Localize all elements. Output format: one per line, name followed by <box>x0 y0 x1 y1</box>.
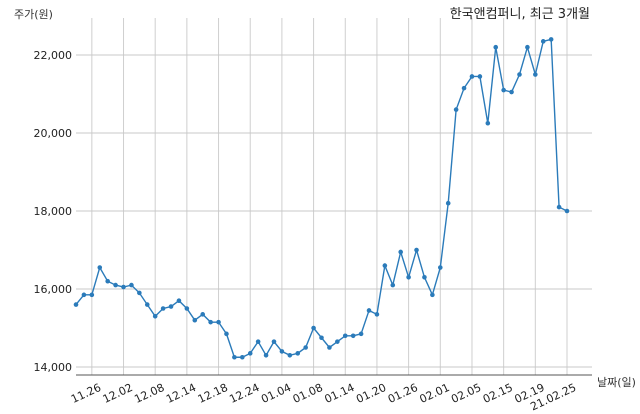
horizontal-gridlines <box>76 54 592 368</box>
data-point <box>287 353 293 358</box>
data-point <box>303 345 308 350</box>
data-point <box>184 306 190 311</box>
x-tick-label: 01.08 <box>291 381 325 406</box>
data-point <box>485 120 491 126</box>
series-line <box>75 38 568 358</box>
x-tick-label: 02.15 <box>481 381 515 406</box>
data-point <box>548 37 554 42</box>
data-point <box>437 265 443 270</box>
data-point <box>168 304 174 309</box>
y-tick-labels: 14,000 16,000 18,000 20,000 22,000 <box>34 49 73 374</box>
data-point <box>453 107 459 112</box>
y-axis-title: 주가(원) <box>14 8 53 21</box>
x-tick-label: 01.14 <box>322 381 356 406</box>
data-point <box>533 72 538 77</box>
data-point <box>208 319 213 325</box>
data-point <box>89 292 95 298</box>
data-point <box>144 302 150 307</box>
x-tick-label: 02.05 <box>449 381 483 406</box>
data-point <box>160 306 166 311</box>
data-point <box>73 302 79 307</box>
data-point <box>398 249 403 255</box>
x-tick-label: 12.14 <box>164 381 198 406</box>
data-point <box>295 351 301 356</box>
chart-title: 한국앤컴퍼니, 최근 3개월 <box>450 7 590 22</box>
series-points <box>73 37 570 360</box>
data-point <box>311 325 316 331</box>
x-tick-label: 12.24 <box>227 381 261 406</box>
x-tick-label: 02.01 <box>418 381 452 406</box>
data-point <box>525 44 530 50</box>
data-point <box>493 44 499 50</box>
x-tick-label: 11.26 <box>69 381 103 406</box>
data-point <box>192 317 198 323</box>
data-point <box>422 275 427 280</box>
data-point <box>232 354 237 360</box>
data-point <box>279 349 285 354</box>
data-point <box>176 298 182 304</box>
data-point <box>335 339 340 344</box>
data-point <box>509 89 514 95</box>
x-tick-label: 12.02 <box>101 381 135 406</box>
data-point <box>517 72 522 77</box>
data-point <box>406 275 411 280</box>
data-point <box>477 74 483 79</box>
y-tick-label: 20,000 <box>34 127 73 140</box>
data-point <box>414 247 419 253</box>
data-point <box>390 282 396 288</box>
data-point <box>540 39 546 44</box>
data-point <box>81 292 87 298</box>
data-point <box>469 74 475 79</box>
y-tick-label: 16,000 <box>34 283 73 296</box>
x-tick-labels: 11.2612.0212.0812.1412.1812.2401.0401.08… <box>69 381 578 413</box>
data-point <box>358 331 364 337</box>
data-point <box>271 339 277 344</box>
data-point <box>216 319 221 325</box>
data-point <box>556 204 562 210</box>
data-point <box>430 292 435 298</box>
data-point <box>121 284 126 290</box>
x-tick-label: 01.20 <box>354 381 388 406</box>
data-point <box>350 333 356 339</box>
data-point <box>97 265 103 270</box>
data-point <box>461 85 467 91</box>
data-point <box>224 331 229 337</box>
x-tick-label: 12.08 <box>132 381 166 406</box>
data-point <box>113 282 118 288</box>
data-point <box>137 290 142 296</box>
data-point <box>327 345 332 350</box>
x-tick-label: 01.26 <box>386 381 420 406</box>
data-point <box>342 333 348 339</box>
y-tick-label: 22,000 <box>34 49 73 62</box>
x-tick-label: 01.04 <box>259 381 293 406</box>
data-point <box>255 339 261 344</box>
data-point <box>564 208 570 214</box>
data-point <box>501 87 506 93</box>
data-point <box>200 312 206 317</box>
data-point <box>129 282 134 288</box>
vertical-gridlines <box>91 18 568 375</box>
y-tick-label: 14,000 <box>34 361 73 374</box>
x-axis-title: 날짜(일) <box>597 375 636 389</box>
data-point <box>263 353 269 358</box>
data-point <box>240 354 245 360</box>
data-point <box>105 278 110 284</box>
data-point <box>374 312 380 317</box>
data-point <box>152 314 158 319</box>
data-point <box>366 308 372 313</box>
data-point <box>445 200 451 206</box>
data-point <box>247 351 253 356</box>
y-tick-label: 18,000 <box>34 205 73 218</box>
x-tick-label: 12.18 <box>196 381 230 406</box>
data-point <box>382 263 388 268</box>
data-point <box>319 335 324 341</box>
